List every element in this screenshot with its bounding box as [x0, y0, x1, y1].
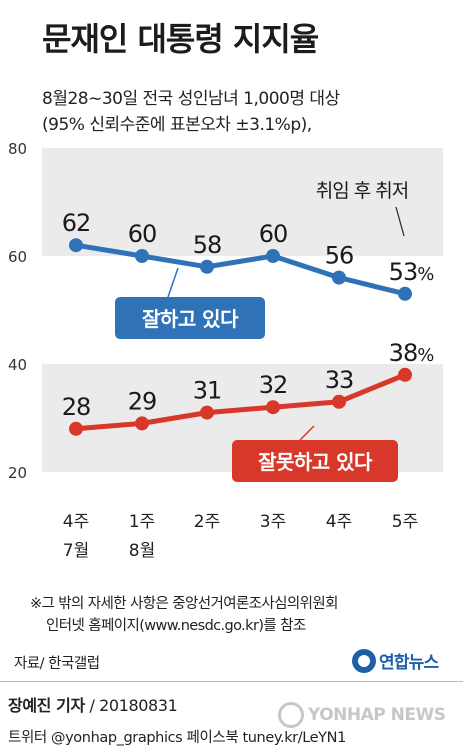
data-label: 38% [389, 339, 435, 367]
data-label: 32 [259, 371, 288, 399]
social-handles: 트위터 @yonhap_graphics 페이스북 tuney.kr/LeYN1 [8, 730, 346, 746]
data-label: 56 [325, 242, 354, 270]
yonhap-logo-icon [352, 648, 376, 673]
x-tick-label: 4주 [326, 512, 352, 532]
reporter-name: 장예진 기자 [8, 696, 85, 715]
x-tick-label: 5주 [392, 512, 418, 532]
data-label: 53% [389, 258, 435, 286]
plot-band-60-80 [42, 148, 443, 256]
series-callout-box-1 [115, 297, 265, 339]
x-tick-label: 1주 [129, 512, 155, 532]
x-tick-sublabel: 8월 [129, 541, 155, 561]
y-tick-label: 20 [8, 464, 27, 482]
data-label: 60 [128, 220, 157, 248]
data-point [69, 238, 83, 253]
callout-pointer-1 [167, 267, 179, 298]
data-point [398, 286, 412, 301]
footer-divider [0, 681, 463, 682]
x-tick-sublabel: 7월 [63, 541, 89, 561]
x-tick-label: 3주 [260, 512, 286, 532]
series-line-1 [73, 242, 408, 297]
chart-subtitle-line-1: 8월28∼30일 전국 성인남녀 1,000명 대상 [42, 89, 340, 109]
source-text: 자료/ 한국갤럽 [14, 656, 100, 672]
x-tick-label: 4주 [63, 512, 89, 532]
byline: 장예진 기자 / 20180831 [8, 692, 178, 716]
yonhap-logo: 연합뉴스 [352, 648, 439, 673]
line-chart: 20 40 60 80 4주 7월 1주 8월 2주 3주 4주 5주 62 60 58 60 56 53% 28 2… [8, 140, 443, 561]
data-label: 28 [62, 393, 91, 421]
chart-title: 문재인 대통령 지지율 [42, 20, 319, 58]
data-label: 62 [62, 209, 91, 237]
data-point [332, 394, 346, 409]
watermark-icon [278, 702, 304, 728]
annotation-pointer [395, 206, 405, 237]
data-point [69, 421, 83, 436]
data-label: 31 [193, 377, 222, 405]
yonhap-logo-text: 연합뉴스 [379, 653, 439, 673]
data-label: 33 [325, 366, 354, 394]
data-point [135, 249, 149, 263]
data-point [200, 259, 214, 274]
y-tick-label: 60 [8, 248, 27, 266]
data-point [266, 249, 280, 263]
footnote-line-2: 인터넷 홈페이지(www.nesdc.go.kr)를 참조 [46, 618, 306, 634]
data-label: 58 [193, 231, 222, 259]
data-point [332, 270, 346, 285]
series-line-2 [73, 372, 408, 432]
watermark-text: YONHAP NEWS [308, 705, 446, 725]
series-callout-label-1: 잘하고 있다 [142, 307, 239, 331]
publish-date: / 20180831 [89, 696, 178, 715]
data-label: 29 [128, 387, 157, 415]
data-point [135, 416, 149, 431]
data-point [200, 405, 214, 420]
data-point [266, 400, 280, 415]
series-callout-label-2: 잘못하고 있다 [258, 450, 373, 474]
series-callout-box-2 [232, 440, 398, 482]
chart-subtitle-line-2: (95% 신뢰수준에 표본오차 ±3.1%p), [42, 115, 312, 135]
y-tick-label: 40 [8, 356, 27, 374]
y-tick-label: 80 [8, 140, 27, 158]
data-point [398, 367, 412, 382]
annotation-text: 취임 후 취저 [316, 180, 408, 202]
footnote-line-1: ※그 밖의 자세한 사항은 중앙선거여론조사심의위원회 [30, 596, 338, 612]
data-label: 60 [259, 220, 288, 248]
watermark: YONHAP NEWS [278, 702, 446, 728]
x-tick-label: 2주 [194, 512, 220, 532]
callout-pointer-2 [299, 425, 315, 441]
